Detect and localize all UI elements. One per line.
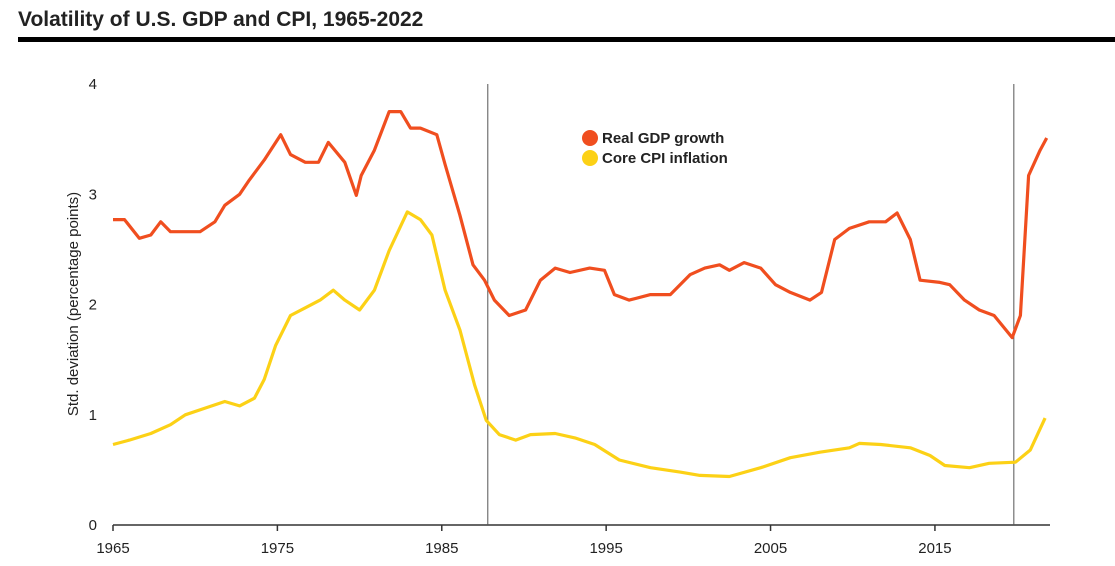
legend-label: Core CPI inflation <box>602 150 728 167</box>
x-tick-label: 1975 <box>261 540 294 557</box>
y-axis-label: Std. deviation (percentage points) <box>65 192 82 416</box>
title-rule <box>18 37 1115 42</box>
chart-title: Volatility of U.S. GDP and CPI, 1965-202… <box>18 8 423 31</box>
y-tick-label: 0 <box>89 517 97 534</box>
x-tick-label: 1965 <box>96 540 129 557</box>
x-tick-label: 2005 <box>754 540 787 557</box>
y-tick-label: 4 <box>89 76 97 93</box>
y-tick-label: 1 <box>89 407 97 424</box>
series-line <box>113 110 1049 340</box>
x-tick-label: 1985 <box>425 540 458 557</box>
legend-label: Real GDP growth <box>602 130 724 147</box>
legend-swatch <box>582 150 598 166</box>
series-line <box>112 210 1047 479</box>
y-tick-label: 2 <box>89 297 97 314</box>
x-tick-label: 1995 <box>589 540 622 557</box>
x-tick-label: 2015 <box>918 540 951 557</box>
legend-swatch <box>582 130 598 146</box>
y-tick-label: 3 <box>89 186 97 203</box>
